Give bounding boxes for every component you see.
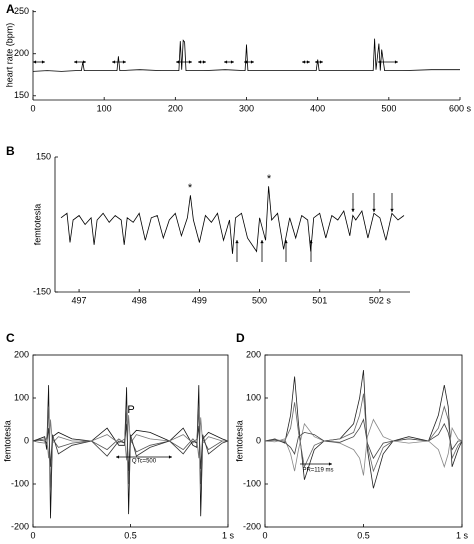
x-tick-label: 499 [192,295,207,305]
annotation: * [188,182,193,194]
y-tick-label: 100 [246,392,261,402]
y-tick-label: 200 [14,349,29,359]
arrow-head [309,240,313,244]
x-tick-label: 498 [132,295,147,305]
arrow-head [351,208,355,212]
y-tick-label: 150 [14,90,29,100]
trace [32,415,228,461]
arrow-head [390,208,394,212]
arrow-head [378,60,382,64]
x-tick-label: 500 [381,103,396,113]
arrow-head [112,60,116,64]
y-tick-label: 100 [14,392,29,402]
arrow-head [82,60,86,64]
x-tick-label: 0.5 [124,530,137,539]
arrow-head [302,60,306,64]
trace [264,418,463,476]
arrow-head [315,60,319,64]
y-tick-label: -200 [243,521,261,531]
arrow-head [284,240,288,244]
arrow-head [198,60,202,64]
x-tick-label: 0 [30,530,35,539]
x-tick-label: 0.5 [357,530,370,539]
trace [32,38,460,72]
y-axis-label: femtotesla [2,420,12,462]
y-tick-label: 0 [256,435,261,445]
panel-label: D [236,331,245,345]
trace [32,423,229,472]
panel-label: C [6,331,15,345]
arrow-head [394,60,398,64]
y-tick-label: -200 [11,521,29,531]
y-tick-label: 0 [24,435,29,445]
x-tick-label: 200 [168,103,183,113]
annotation: PR=119 ms [302,468,333,474]
arrow-head [116,455,120,459]
trace [264,393,463,473]
x-tick-label: 0 [30,103,35,113]
arrow-head [202,60,206,64]
y-axis-label: femtotesla [32,204,42,246]
arrow-head [235,240,239,244]
arrow-head [41,60,45,64]
x-tick-label: 502 s [369,295,392,305]
x-tick-label: 501 [312,295,327,305]
x-tick-label: 400 [310,103,325,113]
arrow-head [230,60,234,64]
arrow-head [188,60,192,64]
x-tick-label: 1 s [222,530,235,539]
y-tick-label: -150 [33,286,51,296]
panel-label: A [6,2,15,16]
y-tick-label: 200 [246,349,261,359]
arrow-head [224,60,228,64]
trace [264,418,462,460]
x-tick-label: 0 [262,530,267,539]
trace [60,186,405,254]
arrow-head [244,60,248,64]
arrow-head [33,60,37,64]
arrow-head [260,240,264,244]
y-tick-label: 150 [36,151,51,161]
x-tick-label: 600 s [449,103,472,113]
arrow-head [74,60,78,64]
annotation: P [127,404,134,416]
y-axis-label: heart rate (bpm) [4,23,14,88]
y-tick-label: 250 [14,6,29,16]
x-tick-label: 1 s [456,530,469,539]
y-tick-label: 200 [14,48,29,58]
panel-label: B [6,144,15,158]
arrow-head [319,60,323,64]
arrow-head [250,60,254,64]
arrow-head [122,60,126,64]
arrow-head [328,462,332,466]
x-tick-label: 300 [239,103,254,113]
x-tick-label: 500 [252,295,267,305]
x-tick-label: 497 [72,295,87,305]
arrow-head [168,455,172,459]
x-tick-label: 100 [97,103,112,113]
trace [32,406,228,489]
arrow-head [306,60,310,64]
annotation: QTc=500 [132,459,157,465]
arrow-head [176,60,180,64]
y-tick-label: -100 [11,478,29,488]
arrow-head [372,208,376,212]
trace [264,370,463,489]
annotation: * [267,173,272,185]
y-tick-label: -100 [243,478,261,488]
y-axis-label: femtotesla [234,420,244,462]
